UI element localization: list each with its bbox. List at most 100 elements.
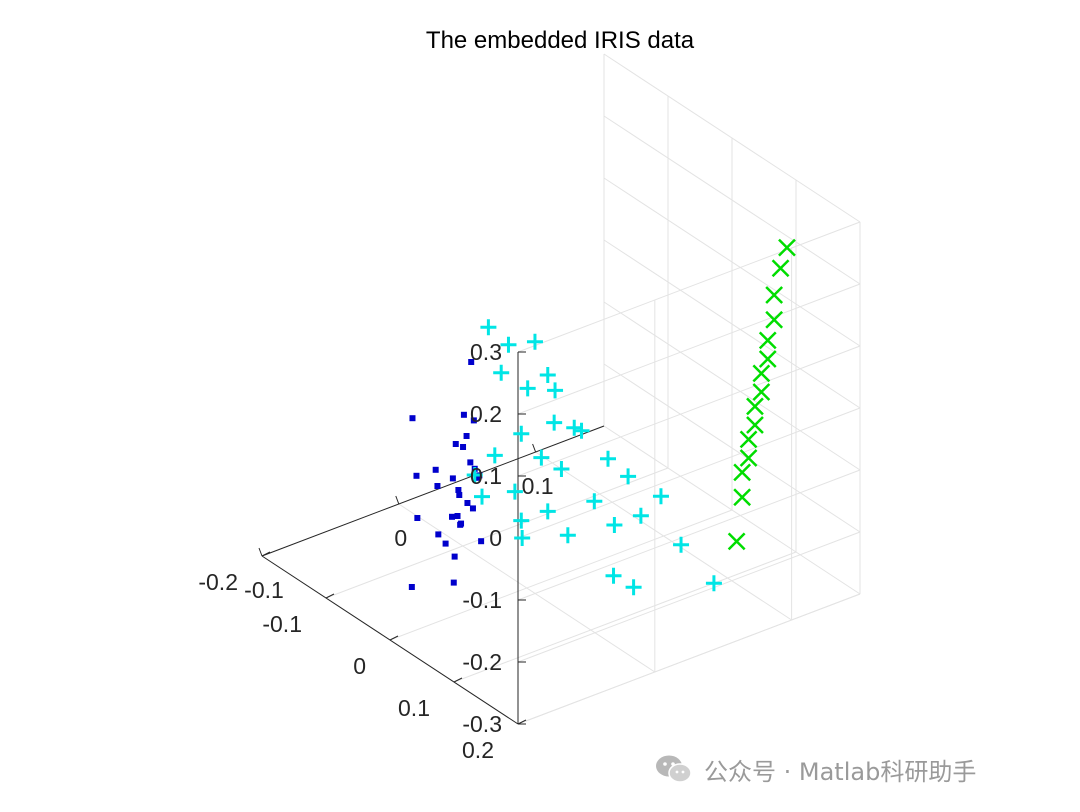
x-tick-mark (395, 495, 400, 505)
data-point-plus (514, 530, 531, 546)
data-point-dot (460, 444, 467, 450)
wall-y-grid-h-5 (603, 115, 861, 285)
data-point-x (758, 350, 777, 368)
data-point-plus (600, 450, 616, 467)
data-point-plus (526, 333, 543, 350)
data-point-x (746, 416, 764, 434)
data-point-plus (620, 468, 637, 485)
wall-x-grid-h-1 (517, 531, 861, 663)
wall-y-grid-h-4 (603, 177, 861, 347)
data-point-x (758, 331, 777, 350)
data-point-dot (469, 505, 476, 512)
data-point-dot (467, 459, 474, 466)
data-point-x (765, 310, 784, 329)
data-point-plus (474, 488, 490, 505)
data-point-plus (539, 367, 556, 383)
data-point-dot (414, 515, 421, 521)
data-point-plus (493, 364, 510, 381)
data-point-plus (500, 336, 517, 353)
z-tick-label: 0.3 (470, 339, 502, 365)
data-point-plus (632, 507, 649, 524)
wall-x-grid-h-5 (517, 283, 861, 415)
tick-label-layer: -0.100.1-0.2-0.100.10.2-0.3-0.2-0.100.10… (198, 339, 553, 763)
data-point-plus (605, 567, 622, 584)
data-point-plus (480, 319, 497, 336)
data-point-plus (506, 483, 523, 500)
data-point-dot (435, 531, 442, 538)
series-2 (727, 238, 796, 551)
y-tick-label: -0.1 (262, 611, 302, 637)
data-point-x (778, 238, 796, 257)
z-tick-label: -0.1 (462, 587, 502, 613)
wall-y-grid-h-0 (603, 425, 861, 595)
data-point-dot (451, 553, 458, 560)
data-point-dot (450, 579, 457, 586)
series-layer (408, 238, 796, 596)
x-tick-label: 0.1 (522, 473, 554, 499)
y-tick-mark (261, 551, 271, 557)
data-point-plus (553, 461, 570, 477)
series-1 (466, 319, 722, 596)
data-point-x (733, 488, 752, 507)
y-tick-mark (453, 677, 463, 683)
floor-grid-y-1 (325, 467, 669, 599)
x-tick-label: -0.1 (244, 577, 284, 603)
data-point-dot (464, 500, 471, 506)
data-point-plus (625, 579, 642, 596)
wall-x-grid-h-2 (517, 469, 861, 601)
data-point-plus (546, 414, 563, 431)
wall-x-grid-h-4 (517, 345, 861, 477)
watermark: 公众号 · Matlab科研助手 (654, 752, 976, 786)
data-point-plus (539, 503, 556, 520)
data-point-dot (468, 359, 475, 365)
data-point-x (771, 259, 790, 278)
data-point-x (727, 532, 746, 551)
data-point-dot (463, 433, 470, 439)
data-point-plus (486, 447, 503, 464)
data-point-plus (513, 425, 530, 442)
z-tick-label: -0.2 (462, 649, 502, 675)
x-tick-mark (532, 443, 537, 453)
data-point-plus (466, 467, 483, 483)
data-point-dot (458, 520, 465, 527)
data-point-plus (586, 493, 603, 510)
y-tick-mark (517, 719, 527, 725)
y-tick-mark (389, 635, 399, 641)
y-tick-label: 0.1 (398, 695, 430, 721)
data-point-dot (455, 487, 462, 493)
data-point-plus (519, 380, 536, 397)
x-tick-mark (258, 547, 263, 557)
data-point-plus (673, 536, 690, 553)
data-point-x (739, 449, 758, 467)
y-tick-label: -0.2 (198, 569, 238, 595)
data-point-plus (559, 527, 576, 544)
floor-grid-y-2 (389, 509, 733, 641)
y-tick-label: 0 (353, 653, 366, 679)
data-point-dot (408, 584, 415, 590)
y-tick-label: 0.2 (462, 737, 494, 763)
wechat-icon (656, 755, 692, 783)
wall-y-grid-h-2 (603, 301, 861, 471)
data-point-x (733, 463, 752, 482)
data-point-plus (573, 422, 590, 439)
data-point-x (752, 383, 771, 401)
data-point-dot (452, 441, 459, 447)
wall-y-grid-h-6 (603, 53, 861, 223)
wall-x-grid-h-3 (517, 407, 861, 539)
data-point-dot (456, 492, 463, 498)
z-tick-label: 0.1 (470, 463, 502, 489)
data-point-plus (606, 517, 623, 533)
chart-title: The embedded IRIS data (426, 27, 695, 54)
data-point-plus (547, 382, 564, 399)
data-point-plus (513, 512, 530, 529)
wall-x-grid-h-0 (517, 593, 861, 725)
y-tick-mark (325, 593, 335, 599)
z-tick-label: 0 (489, 525, 502, 551)
data-point-x (739, 430, 758, 449)
data-point-plus (533, 449, 550, 466)
z-tick-label: -0.3 (462, 711, 502, 737)
data-point-dot (442, 540, 449, 547)
data-point-dot (478, 538, 485, 545)
data-point-x (752, 364, 771, 383)
